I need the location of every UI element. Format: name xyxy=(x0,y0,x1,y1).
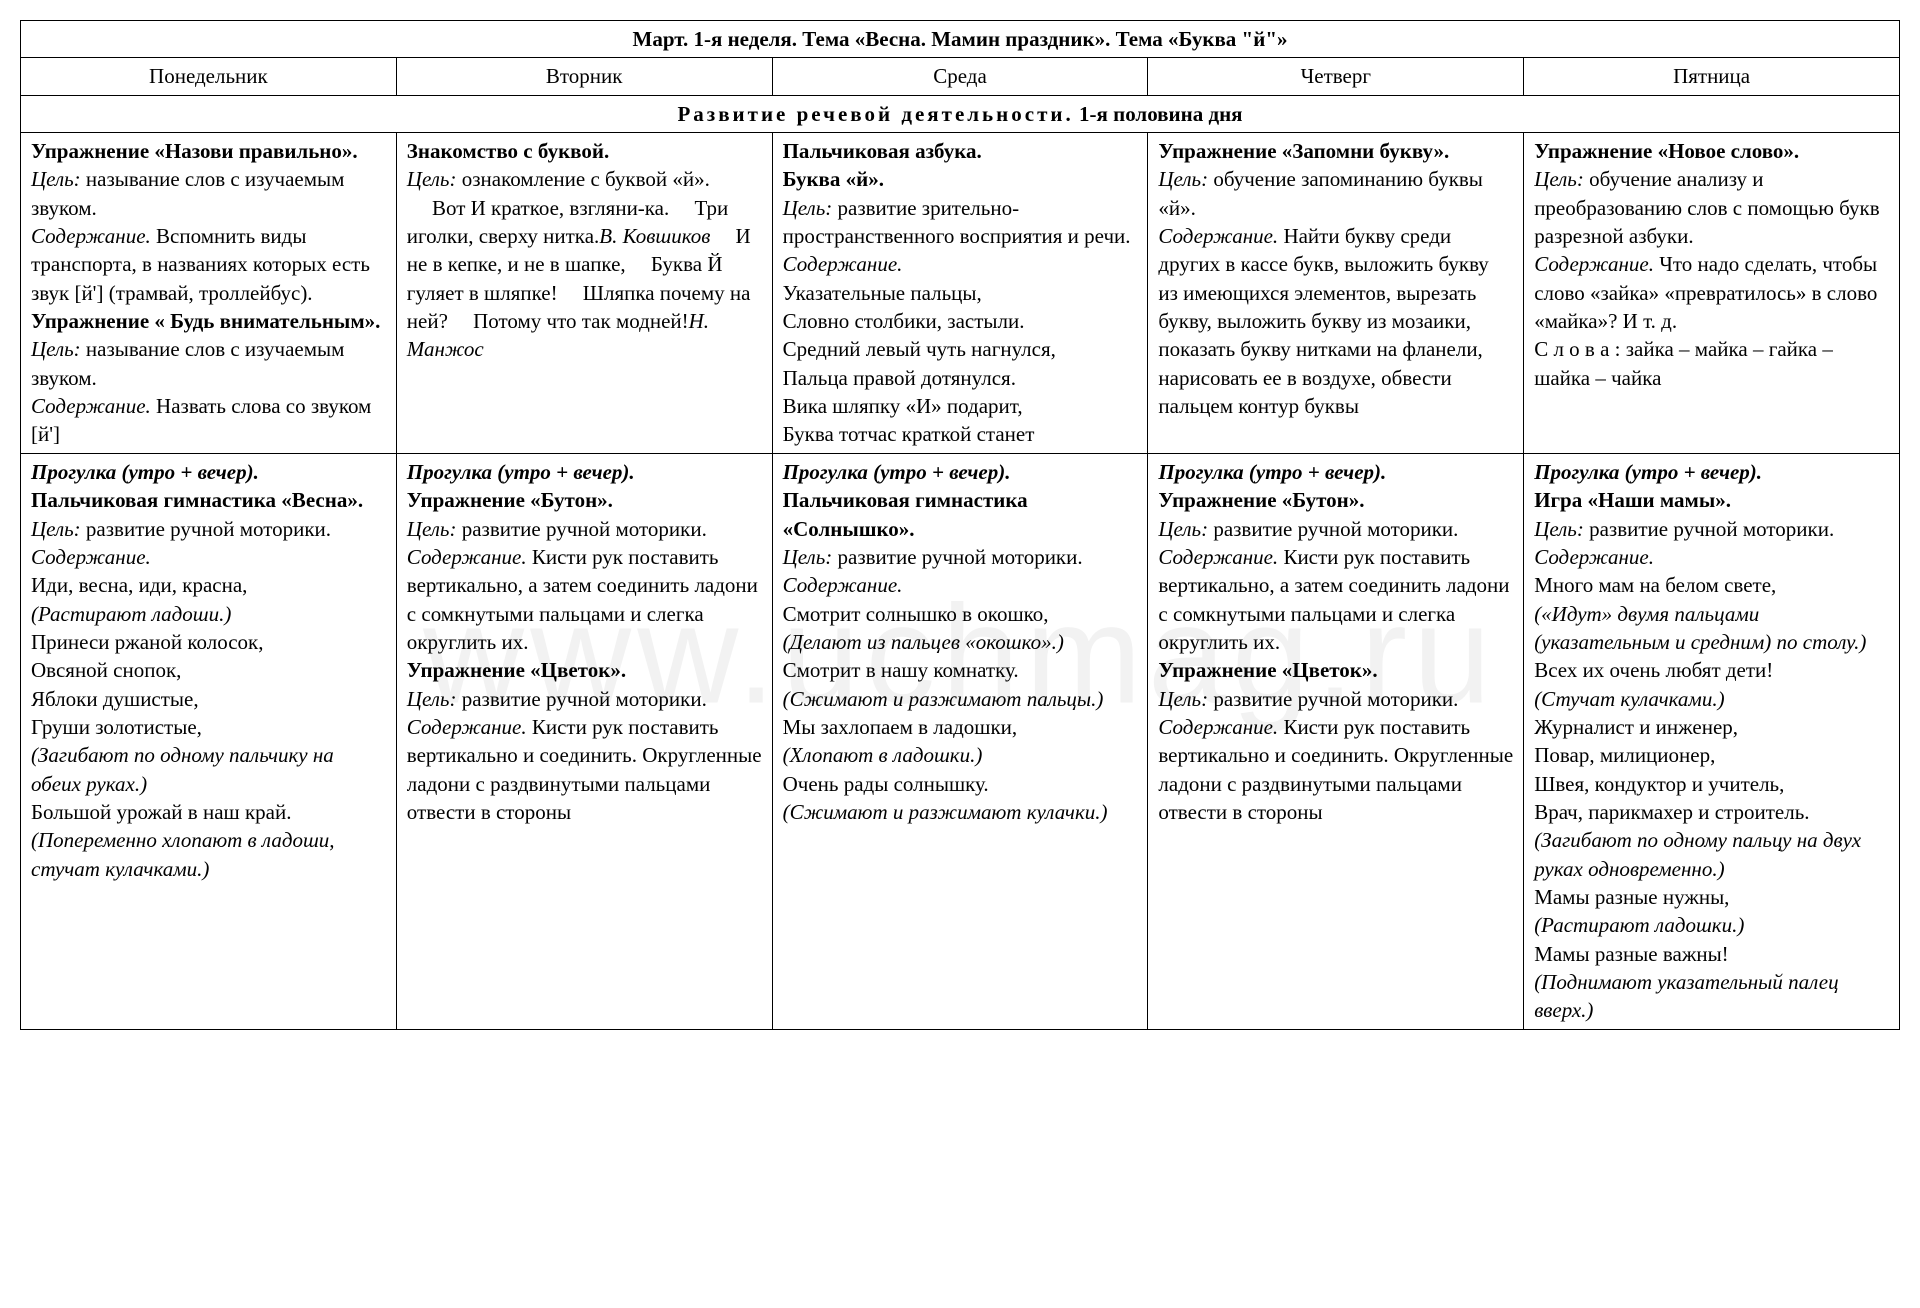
col-header-thu: Четверг xyxy=(1148,58,1524,95)
cell-row2-fri: Прогулка (утро + вечер).Игра «Наши мамы»… xyxy=(1524,453,1900,1029)
cell-row2-mon: Прогулка (утро + вечер).Пальчиковая гимн… xyxy=(21,453,397,1029)
table-title: Март. 1-я неделя. Тема «Весна. Мамин пра… xyxy=(21,21,1900,58)
cell-row1-thu: Упражнение «Запомни букву».Цель: обучени… xyxy=(1148,133,1524,454)
cell-row2-thu: Прогулка (утро + вечер).Упражнение «Буто… xyxy=(1148,453,1524,1029)
cell-row2-tue: Прогулка (утро + вечер).Упражнение «Буто… xyxy=(396,453,772,1029)
col-header-tue: Вторник xyxy=(396,58,772,95)
section-header: Развитие речевой деятельности. 1-я полов… xyxy=(21,95,1900,132)
col-header-mon: Понедельник xyxy=(21,58,397,95)
cell-row1-tue: Знакомство с буквой.Цель: ознакомление с… xyxy=(396,133,772,454)
cell-row1-mon: Упражнение «Назови правильно».Цель: назы… xyxy=(21,133,397,454)
lesson-plan-table: Март. 1-я неделя. Тема «Весна. Мамин пра… xyxy=(20,20,1900,1030)
cell-row1-wed: Пальчиковая азбука.Буква «й».Цель: разви… xyxy=(772,133,1148,454)
cell-row1-fri: Упражнение «Новое слово».Цель: обучение … xyxy=(1524,133,1900,454)
cell-row2-wed: Прогулка (утро + вечер).Пальчиковая гимн… xyxy=(772,453,1148,1029)
col-header-wed: Среда xyxy=(772,58,1148,95)
col-header-fri: Пятница xyxy=(1524,58,1900,95)
